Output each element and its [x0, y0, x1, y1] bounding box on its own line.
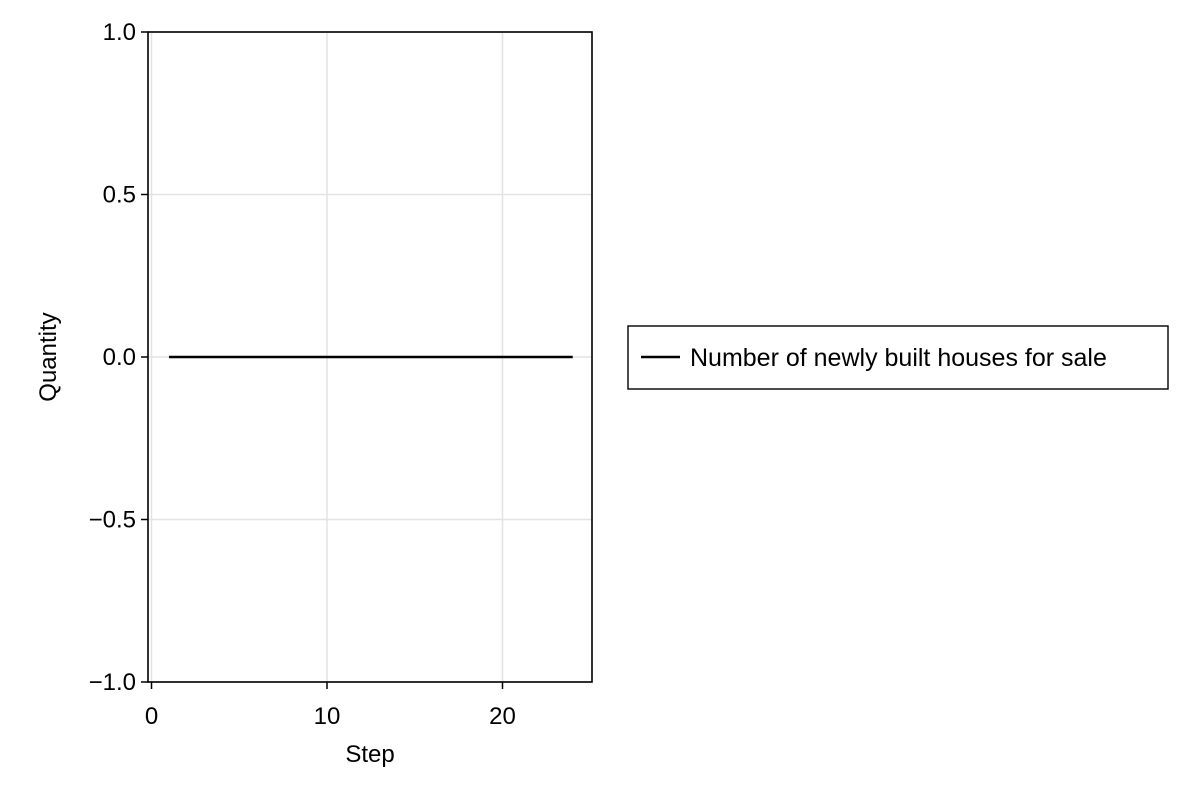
y-tick-label: 0.5: [103, 182, 136, 209]
x-axis-label: Step: [345, 741, 394, 768]
y-tick-label: 1.0: [103, 19, 136, 46]
legend-label: Number of newly built houses for sale: [690, 344, 1107, 372]
axis-ticks: [141, 31, 504, 689]
y-tick-label: 0.0: [103, 344, 136, 371]
x-tick-label: 0: [145, 703, 158, 730]
y-tick-label: −1.0: [89, 669, 136, 696]
y-tick-label: −0.5: [89, 507, 136, 534]
legend-box: [627, 325, 1169, 390]
y-axis-label: Quantity: [35, 312, 62, 401]
legend: Number of newly built houses for sale: [627, 325, 1169, 390]
x-tick-label: 10: [314, 703, 341, 730]
x-tick-label: 20: [489, 703, 516, 730]
tick-labels: 0 10 20 −1.0 −0.5 0.0 0.5 1.0: [89, 19, 516, 730]
